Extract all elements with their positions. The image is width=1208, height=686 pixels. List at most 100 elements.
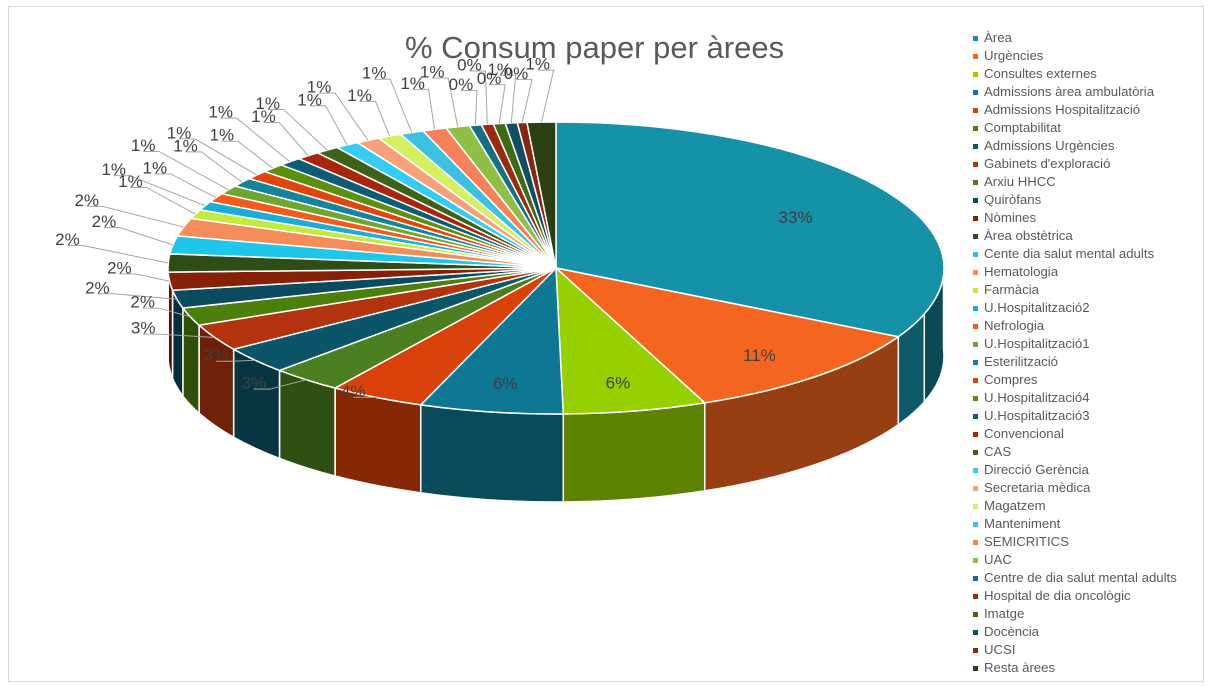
leader-line-21 [221, 140, 274, 169]
leader-line-22 [220, 117, 291, 163]
legend-swatch [973, 521, 978, 527]
data-label-33: 0% [477, 69, 502, 88]
legend-item: Nòmines [973, 209, 1177, 227]
leader-line-8 [143, 333, 215, 339]
leader-line-33 [489, 84, 506, 124]
legend-label: U.Hospitalització2 [984, 300, 1090, 315]
legend-label: Cente dia salut mental adults [984, 246, 1155, 261]
leader-line-10 [97, 293, 178, 300]
legend-swatch [973, 359, 978, 365]
legend-swatch [973, 323, 978, 329]
leader-line-13 [103, 227, 174, 246]
legend-swatch [973, 413, 978, 419]
legend-label: Arxiu HHCC [984, 174, 1056, 189]
leader-line-25 [309, 105, 348, 146]
leader-line-23 [263, 121, 309, 157]
leader-line-6 [253, 379, 307, 390]
legend-swatch [973, 665, 978, 671]
data-label-13: 2% [92, 212, 117, 231]
leader-line-32 [469, 70, 488, 125]
data-label-35: 0% [504, 64, 529, 83]
leader-line-24 [267, 108, 328, 151]
data-label-6: 3% [241, 374, 266, 393]
legend-item: Comptabilitat [973, 119, 1177, 137]
legend-item: Direcció Gerència [973, 461, 1177, 479]
legend-swatch [973, 71, 978, 77]
slice-36 [526, 121, 557, 269]
leader-line-29 [412, 88, 435, 130]
legend-item: Nefrologia [973, 317, 1177, 335]
data-label-4: 6% [493, 374, 518, 393]
legend-item: Secretaria mèdica [973, 479, 1177, 497]
legend-swatch [973, 485, 978, 491]
leader-line-20 [179, 138, 258, 176]
legend-swatch [973, 161, 978, 167]
legend-label: UAC [984, 552, 1012, 567]
legend-item: Convencional [973, 425, 1177, 443]
legend-swatch [973, 377, 978, 383]
slice-4 [419, 266, 565, 415]
legend-item: CAS [973, 443, 1177, 461]
legend-swatch [973, 305, 978, 311]
legend-swatch [973, 107, 978, 113]
data-label-28: 1% [362, 64, 387, 83]
legend-item: Àrea obstètrica [973, 227, 1177, 245]
legend-swatch [973, 449, 978, 455]
legend-swatch [973, 269, 978, 275]
legend-item: Àrea [973, 29, 1177, 47]
legend-item: Manteniment [973, 515, 1177, 533]
data-label-27: 1% [347, 86, 372, 105]
legend-label: Admissions àrea ambulatòria [984, 84, 1155, 99]
chart-area [8, 6, 1204, 682]
leader-line-34 [499, 74, 517, 124]
data-label-1: 33% [779, 208, 813, 227]
data-label-18: 1% [131, 136, 156, 155]
legend-item: Hematologia [973, 263, 1177, 281]
legend-label: Docència [984, 624, 1039, 639]
legend-item: Hospital de dia oncològic [973, 587, 1177, 605]
legend-label: Hospital de dia oncològic [984, 588, 1131, 603]
legend-swatch [973, 647, 978, 653]
data-label-14: 2% [74, 191, 99, 210]
data-label-26: 1% [307, 78, 332, 97]
legend-item: Admissions Hospitalització [973, 101, 1177, 119]
slice-side-4 [420, 403, 565, 503]
legend-item: Cente dia salut mental adults [973, 245, 1177, 263]
data-label-2: 11% [743, 346, 776, 365]
legend-item: Esterilització [973, 353, 1177, 371]
legend-label: Consultes externes [984, 66, 1097, 81]
leader-line-9 [142, 307, 191, 318]
legend-item: Arxiu HHCC [973, 173, 1177, 191]
legend-item: U.Hospitalització4 [973, 389, 1177, 407]
legend-item: Compres [973, 371, 1177, 389]
legend-label: UCSI [984, 642, 1016, 657]
legend-label: CAS [984, 444, 1012, 459]
legend-item: U.Hospitalització1 [973, 335, 1177, 353]
leader-line-30 [432, 77, 459, 127]
legend-label: Resta àrees [984, 660, 1056, 675]
legend-label: Admissions Urgències [984, 138, 1115, 153]
legend-swatch [973, 233, 978, 239]
slice-side-3 [562, 401, 706, 503]
legend-item: Consultes externes [973, 65, 1177, 83]
slice-1 [555, 121, 945, 338]
legend-label: Hematologia [984, 264, 1059, 279]
legend-label: Nòmines [984, 210, 1037, 225]
legend-item: Admissions Urgències [973, 137, 1177, 155]
leader-line-31 [460, 89, 478, 126]
legend-label: U.Hospitalització3 [984, 408, 1090, 423]
legend-swatch [973, 629, 978, 635]
slice-side-5 [334, 387, 422, 494]
legend-label: Secretaria mèdica [984, 480, 1091, 495]
data-label-23: 1% [251, 107, 276, 126]
legend-swatch [973, 35, 978, 41]
legend-label: U.Hospitalització1 [984, 336, 1090, 351]
data-label-9: 2% [130, 293, 155, 312]
data-label-22: 1% [208, 103, 233, 122]
data-label-10: 2% [85, 278, 110, 297]
legend-swatch [973, 197, 978, 203]
data-label-34: 1% [487, 60, 512, 79]
legend-swatch [973, 143, 978, 149]
legend-swatch [973, 341, 978, 347]
legend-label: Compres [984, 372, 1038, 387]
